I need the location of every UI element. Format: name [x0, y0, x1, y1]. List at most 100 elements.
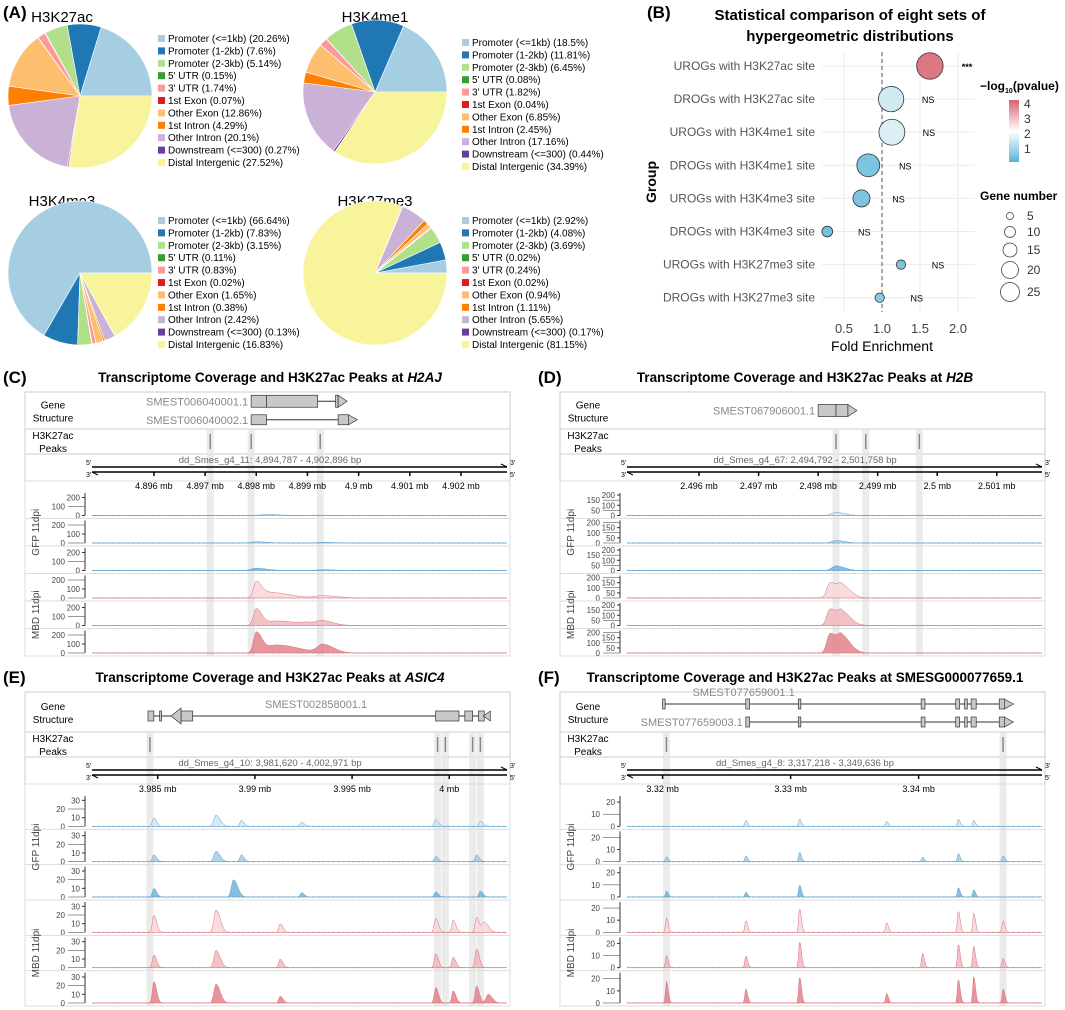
legend-value: 0.07 — [213, 96, 233, 107]
legend-label: Promoter (1-2kb) (7.83%) — [168, 228, 281, 239]
y-tick-label: 20 — [591, 833, 600, 842]
legend-pct: %) — [233, 278, 245, 289]
legend-category: 5' UTR ( — [472, 253, 510, 264]
legend-swatch — [158, 35, 165, 42]
y-tick-label: 50 — [606, 534, 615, 543]
exon — [964, 716, 968, 728]
legend-value: 16.83 — [246, 340, 271, 351]
legend-label: Downstream (<=300) (0.13%) — [168, 328, 300, 339]
peak-highlight — [915, 429, 923, 656]
group-label: MBD 11dpi — [566, 590, 577, 639]
arrowhead — [91, 774, 99, 779]
y-axis-label: Group — [643, 161, 659, 203]
coverage-area — [91, 851, 508, 862]
row-label: H3K27ac — [567, 734, 608, 745]
strand-label: 5' — [621, 460, 626, 467]
x-tick-label: 3.99 mb — [239, 784, 272, 794]
legend-label: Other Intron (20.1%) — [168, 133, 259, 144]
legend-category: Other Intron ( — [168, 133, 228, 144]
color-tick-label: 1 — [1024, 142, 1031, 156]
group-label: GFP 11dpi — [31, 824, 42, 871]
legend-label: 1st Intron (1.11%) — [472, 303, 551, 314]
y-tick-label: 100 — [602, 611, 616, 620]
transcript-label: SMEST006040001.1 — [146, 396, 248, 408]
y-tick-label: 0 — [61, 594, 66, 603]
exon — [797, 698, 802, 710]
row-label: H3K27ac — [567, 431, 608, 442]
row-label: Structure — [33, 414, 74, 425]
legend-swatch — [462, 303, 469, 311]
legend-label: 5' UTR (0.02%) — [472, 253, 541, 264]
coverage-area — [91, 948, 508, 968]
y-tick-label: 20 — [56, 840, 65, 849]
legend-label: Promoter (<=1kb) (2.92%) — [472, 216, 588, 227]
group-label: DROGs with H3K4me3 site — [670, 225, 816, 239]
panel-label: (B) — [647, 3, 671, 22]
x-tick-label: 1.0 — [873, 321, 891, 336]
legend-category: 5' UTR ( — [168, 71, 206, 82]
legend-label: Promoter (<=1kb) (66.64%) — [168, 216, 290, 227]
legend-pct: %) — [247, 133, 259, 144]
x-tick-label: 2.5 mb — [923, 481, 951, 491]
legend-pct: %) — [548, 290, 560, 301]
significance-label: NS — [923, 128, 936, 138]
pie-slice — [334, 91, 448, 165]
row-label: Peaks — [39, 747, 67, 758]
y-tick-label: 0 — [596, 594, 601, 603]
legend-pct: %) — [224, 253, 236, 264]
data-point — [916, 52, 944, 80]
y-tick-label: 30 — [71, 938, 80, 947]
region-label: dd_Smes_g4_10: 3,981,620 - 4,002,971 bp — [178, 758, 361, 769]
legend-swatch — [462, 229, 469, 237]
y-tick-label: 150 — [602, 634, 616, 643]
legend-category: Distal Intergenic ( — [472, 162, 550, 173]
legend-swatch — [158, 266, 165, 274]
size-legend-circle — [1001, 261, 1019, 279]
strand-label: 5' — [1045, 775, 1050, 782]
legend-value: 20.26 — [252, 34, 277, 45]
panel-label: (A) — [3, 3, 27, 22]
coverage-area — [627, 608, 1042, 626]
data-point — [878, 118, 906, 146]
y-tick-label: 0 — [61, 539, 66, 548]
legend-value: 0.24 — [509, 266, 529, 277]
legend-swatch — [462, 63, 469, 71]
legend-value: 0.27 — [268, 146, 288, 157]
y-tick-label: 30 — [71, 867, 80, 876]
legend-label: Distal Intergenic (34.39%) — [472, 162, 587, 173]
title-text: Transcriptome Coverage and H3K27ac Peaks… — [587, 670, 1024, 685]
legend-swatch — [462, 39, 469, 46]
legend-swatch — [158, 146, 165, 154]
size-legend-circle — [1006, 212, 1014, 220]
legend-pct: %) — [235, 121, 247, 132]
legend-value: 2.42 — [227, 315, 247, 326]
legend-swatch — [158, 279, 165, 286]
legend-value: 0.44 — [572, 150, 592, 161]
legend-label: 5' UTR (0.15%) — [168, 71, 237, 82]
exon — [159, 710, 162, 722]
legend-category: Other Intron ( — [168, 315, 228, 326]
strand-label: 3' — [1045, 460, 1050, 467]
color-tick-label: 3 — [1024, 112, 1031, 126]
legend-label: Other Exon (6.85%) — [472, 112, 560, 123]
pie-chart-h3k27me3: H3K27me3Promoter (<=1kb) (2.92%)Promoter… — [302, 193, 604, 351]
legend-pct: %) — [557, 137, 569, 148]
legend-label: Promoter (1-2kb) (11.81%) — [472, 50, 590, 61]
y-tick-label: 0 — [596, 999, 601, 1008]
legend-pct: %) — [539, 303, 551, 314]
legend-label: Other Intron (2.42%) — [168, 315, 259, 326]
legend-label: Downstream (<=300) (0.27%) — [168, 146, 300, 157]
legend-title-part: (pvalue) — [1013, 79, 1059, 93]
coverage-area — [627, 885, 1042, 898]
panel-label: (C) — [3, 368, 27, 387]
exon — [970, 698, 977, 710]
row-label: H3K27ac — [32, 734, 73, 745]
panel-title: Transcriptome Coverage and H3K27ac Peaks… — [96, 670, 445, 685]
title-text: Transcriptome Coverage and H3K27ac Peaks… — [637, 370, 946, 385]
legend-value: 5.65 — [531, 315, 551, 326]
legend-swatch — [462, 316, 469, 324]
pie-slice — [8, 95, 81, 168]
x-tick-label: 0.5 — [835, 321, 853, 336]
y-tick-label: 0 — [596, 539, 601, 548]
legend-label: Promoter (2-3kb) (5.14%) — [168, 59, 281, 70]
